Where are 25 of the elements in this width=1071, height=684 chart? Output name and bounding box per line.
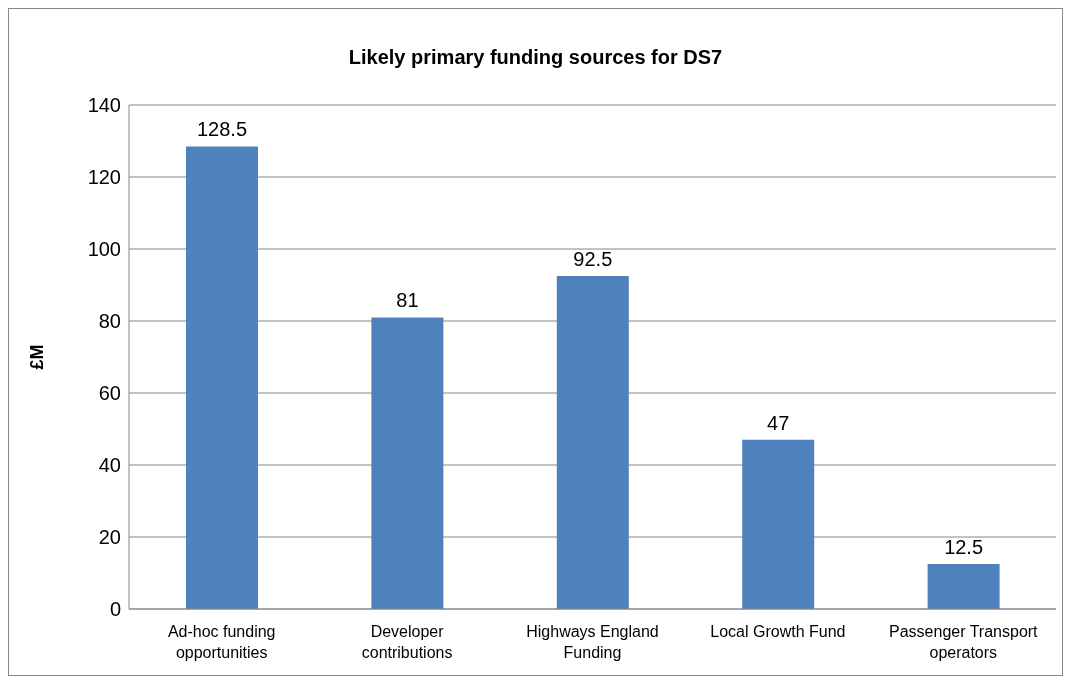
y-tick-label: 140 xyxy=(87,94,121,117)
y-tick-label: 40 xyxy=(98,454,121,477)
x-tick-label: Developer contributions xyxy=(361,623,453,661)
bar xyxy=(556,276,629,609)
x-tick-label: Local Growth Fund xyxy=(710,623,846,640)
y-tick-label: 120 xyxy=(87,166,121,189)
bar xyxy=(742,439,815,609)
data-label: 128.5 xyxy=(196,118,248,141)
y-tick-label: 60 xyxy=(98,382,121,405)
data-label: 81 xyxy=(396,289,419,312)
y-tick-label: 0 xyxy=(109,598,121,621)
bar xyxy=(186,146,258,609)
data-label: 12.5 xyxy=(944,536,984,558)
x-tick-label: Ad-hoc funding opportunities xyxy=(167,623,276,661)
y-tick-label: 20 xyxy=(98,526,121,549)
x-tick-label: Highways England Funding xyxy=(526,623,659,661)
x-tick-label: Passenger Transport operators xyxy=(889,623,1039,661)
y-tick-label: 100 xyxy=(87,238,121,261)
y-axis-title: £M xyxy=(27,344,48,370)
data-label: 47 xyxy=(767,411,790,434)
y-tick-label: 80 xyxy=(98,310,121,333)
data-label: 92.5 xyxy=(573,248,613,270)
chart-title: Likely primary funding sources for DS7 xyxy=(347,46,724,69)
bar xyxy=(371,317,444,609)
bar xyxy=(927,564,1000,609)
